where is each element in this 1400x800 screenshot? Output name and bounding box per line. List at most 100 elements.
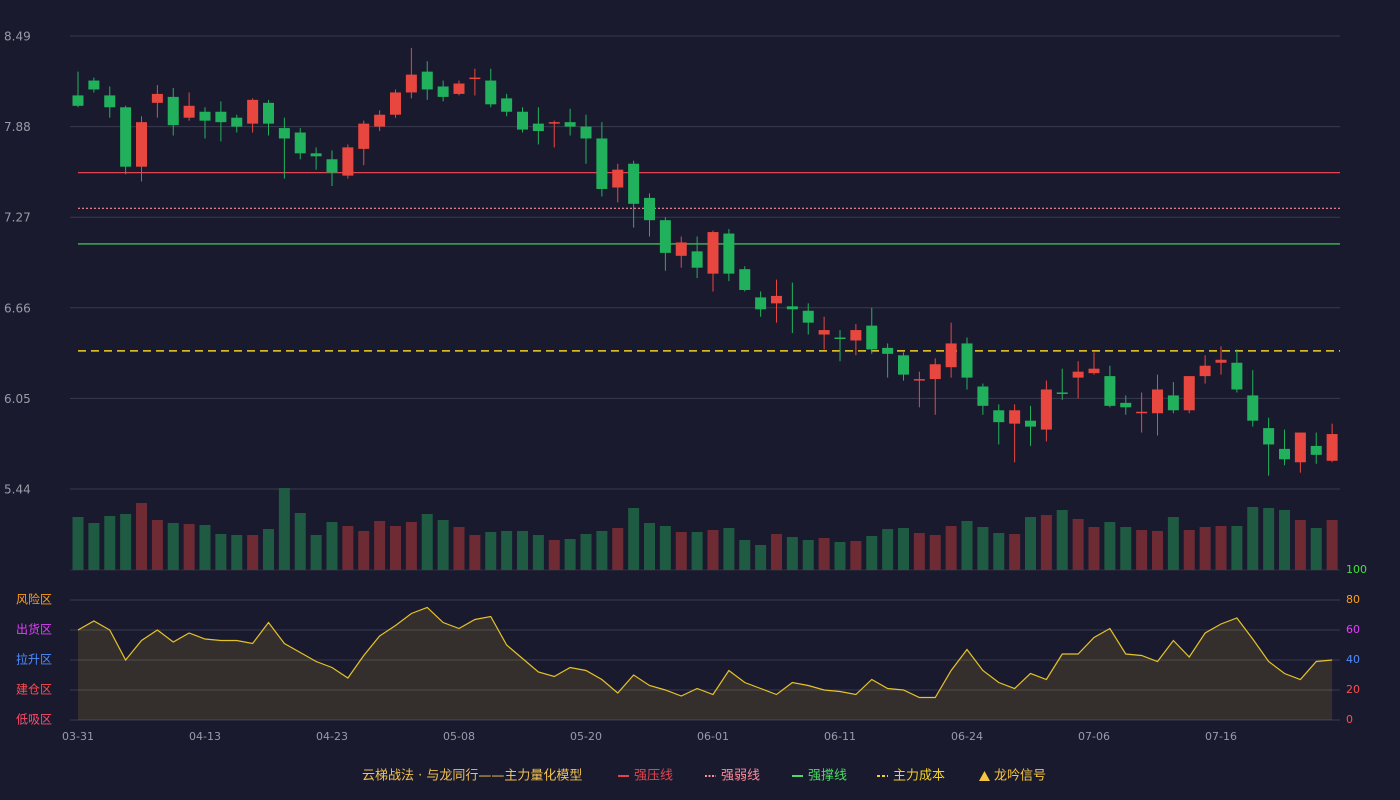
y-tick-label: 60 [1346, 623, 1360, 636]
candle-body [199, 111, 211, 121]
volume-bar [707, 530, 719, 570]
legend-label: 强撑线 [808, 769, 847, 784]
y-tick-label: 80 [1346, 593, 1360, 606]
volume-bar [802, 540, 814, 570]
candle-body [1310, 445, 1322, 455]
candle-body [120, 107, 132, 167]
volume-bar [532, 535, 544, 570]
volume-bar [1009, 534, 1021, 570]
candle-body [739, 269, 751, 290]
candle-body [215, 111, 227, 123]
x-tick-label: 07-06 [1078, 730, 1110, 743]
volume-bar [723, 528, 735, 570]
volume-bar [580, 534, 592, 570]
candle-body [612, 169, 624, 188]
volume-bar [755, 545, 767, 570]
candle-body [167, 96, 179, 126]
zone-label: 出货区 [16, 622, 52, 637]
volume-bar [1167, 517, 1179, 570]
volume-bar [739, 540, 751, 570]
volume-bar [231, 535, 243, 570]
volume-bar [1215, 526, 1227, 570]
candle-body [786, 306, 798, 310]
zone-label: 低吸区 [16, 713, 52, 727]
x-tick-label: 04-23 [316, 730, 348, 743]
candle-body [532, 123, 544, 132]
zone-label: 风险区 [16, 592, 52, 607]
candle-body [390, 92, 401, 115]
candle-body [72, 95, 84, 106]
candle-body [1072, 371, 1084, 378]
volume-bar [405, 522, 417, 570]
volume-bar [1136, 530, 1148, 570]
candle-body [675, 242, 687, 256]
volume-bar [945, 526, 957, 570]
x-tick-label: 05-08 [443, 730, 475, 743]
y-tick-label: 6.05 [4, 392, 31, 406]
candle-body [1167, 395, 1179, 411]
volume-bar [1326, 520, 1338, 570]
candle-body [580, 126, 592, 139]
volume-bar [834, 542, 846, 570]
y-tick-label: 0 [1346, 713, 1353, 726]
volume-bar [1263, 508, 1275, 570]
volume-bar [294, 513, 306, 570]
candle-body [247, 99, 259, 124]
legend-label: 龙吟信号 [994, 768, 1046, 784]
x-tick-label: 07-16 [1205, 730, 1237, 743]
volume-bar [691, 532, 703, 570]
volume-bar [342, 526, 354, 570]
x-tick-label: 06-24 [951, 730, 983, 743]
volume-bar [644, 523, 655, 570]
y-tick-label: 20 [1346, 683, 1360, 696]
x-tick-label: 05-20 [570, 730, 602, 743]
candle-body [469, 77, 481, 80]
zone-label: 拉升区 [16, 652, 52, 667]
volume-bar [485, 532, 497, 570]
candle-body [723, 233, 735, 274]
y-tick-label: 7.88 [4, 120, 31, 134]
candle-body [231, 117, 243, 127]
volume-bar [517, 531, 528, 570]
candle-body [358, 123, 370, 149]
candle-body [1215, 359, 1227, 363]
legend-label: 主力成本 [893, 769, 945, 784]
volume-bar [1088, 527, 1100, 570]
candle-body [1152, 389, 1163, 414]
candle-body [1199, 365, 1211, 377]
legend-label: 强压线 [634, 769, 673, 784]
candle-body [691, 251, 703, 268]
candle-body [1088, 368, 1100, 374]
y-tick-label: 40 [1346, 653, 1360, 666]
volume-bar [136, 503, 147, 570]
volume-bar [183, 524, 195, 570]
volume-bar [278, 488, 290, 570]
volume-bar [898, 528, 909, 570]
candle-body [405, 74, 417, 93]
candle-body [1263, 428, 1275, 445]
legend-title: 云梯战法 · 与龙同行——主力量化模型 [362, 769, 582, 784]
volume-bar [199, 525, 211, 570]
volume-bar [564, 539, 576, 570]
volume-bar [659, 526, 671, 570]
volume-bar [1279, 510, 1290, 570]
candle-body [707, 232, 719, 274]
y-tick-label: 100 [1346, 563, 1367, 576]
candle-body [945, 343, 957, 368]
volume-bar [263, 529, 274, 570]
volume-bar [866, 536, 878, 570]
candle-body [104, 95, 116, 108]
candle-body [183, 105, 195, 118]
candle-body [88, 80, 100, 90]
candle-body [659, 220, 671, 253]
candle-body [1040, 389, 1052, 430]
candle-body [453, 83, 465, 94]
candle-body [977, 386, 989, 406]
candle-body [278, 128, 290, 139]
candle-body [136, 122, 147, 167]
zone-label: 建仓区 [16, 683, 52, 697]
candle-body [1279, 448, 1290, 460]
volume-bar [469, 535, 481, 570]
candle-body [517, 111, 528, 130]
